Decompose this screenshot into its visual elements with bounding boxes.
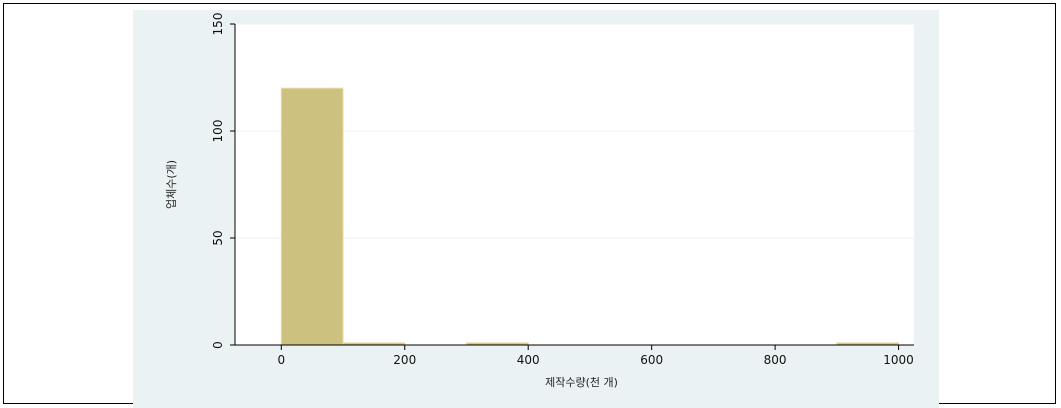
histogram-bar bbox=[280, 87, 344, 346]
x-tick-label: 200 bbox=[393, 353, 416, 367]
gridlines bbox=[235, 23, 914, 239]
y-tick-label: 150 bbox=[211, 13, 225, 36]
x-tick-label: 1000 bbox=[883, 353, 914, 367]
x-tick-label: 400 bbox=[517, 353, 540, 367]
x-tick-label: 600 bbox=[640, 353, 663, 367]
ticks: 0 200 400 600 800 1000 0 50 100 150 bbox=[211, 13, 914, 367]
y-tick-label: 100 bbox=[211, 120, 225, 143]
y-axis-title: 업체수(개) bbox=[165, 160, 178, 209]
x-tick-label: 0 bbox=[277, 353, 285, 367]
y-tick-label: 50 bbox=[211, 230, 225, 245]
x-axis-title: 제작수량(천 개) bbox=[545, 375, 618, 389]
plot-area bbox=[235, 24, 914, 345]
axes bbox=[234, 24, 914, 346]
y-tick-label: 0 bbox=[211, 341, 225, 349]
x-tick-label: 800 bbox=[764, 353, 787, 367]
